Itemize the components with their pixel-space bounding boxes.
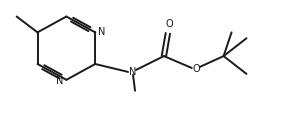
Text: N: N: [56, 76, 63, 86]
Text: O: O: [193, 64, 201, 74]
Text: N: N: [98, 27, 106, 37]
Text: N: N: [129, 67, 136, 77]
Text: O: O: [165, 19, 173, 29]
